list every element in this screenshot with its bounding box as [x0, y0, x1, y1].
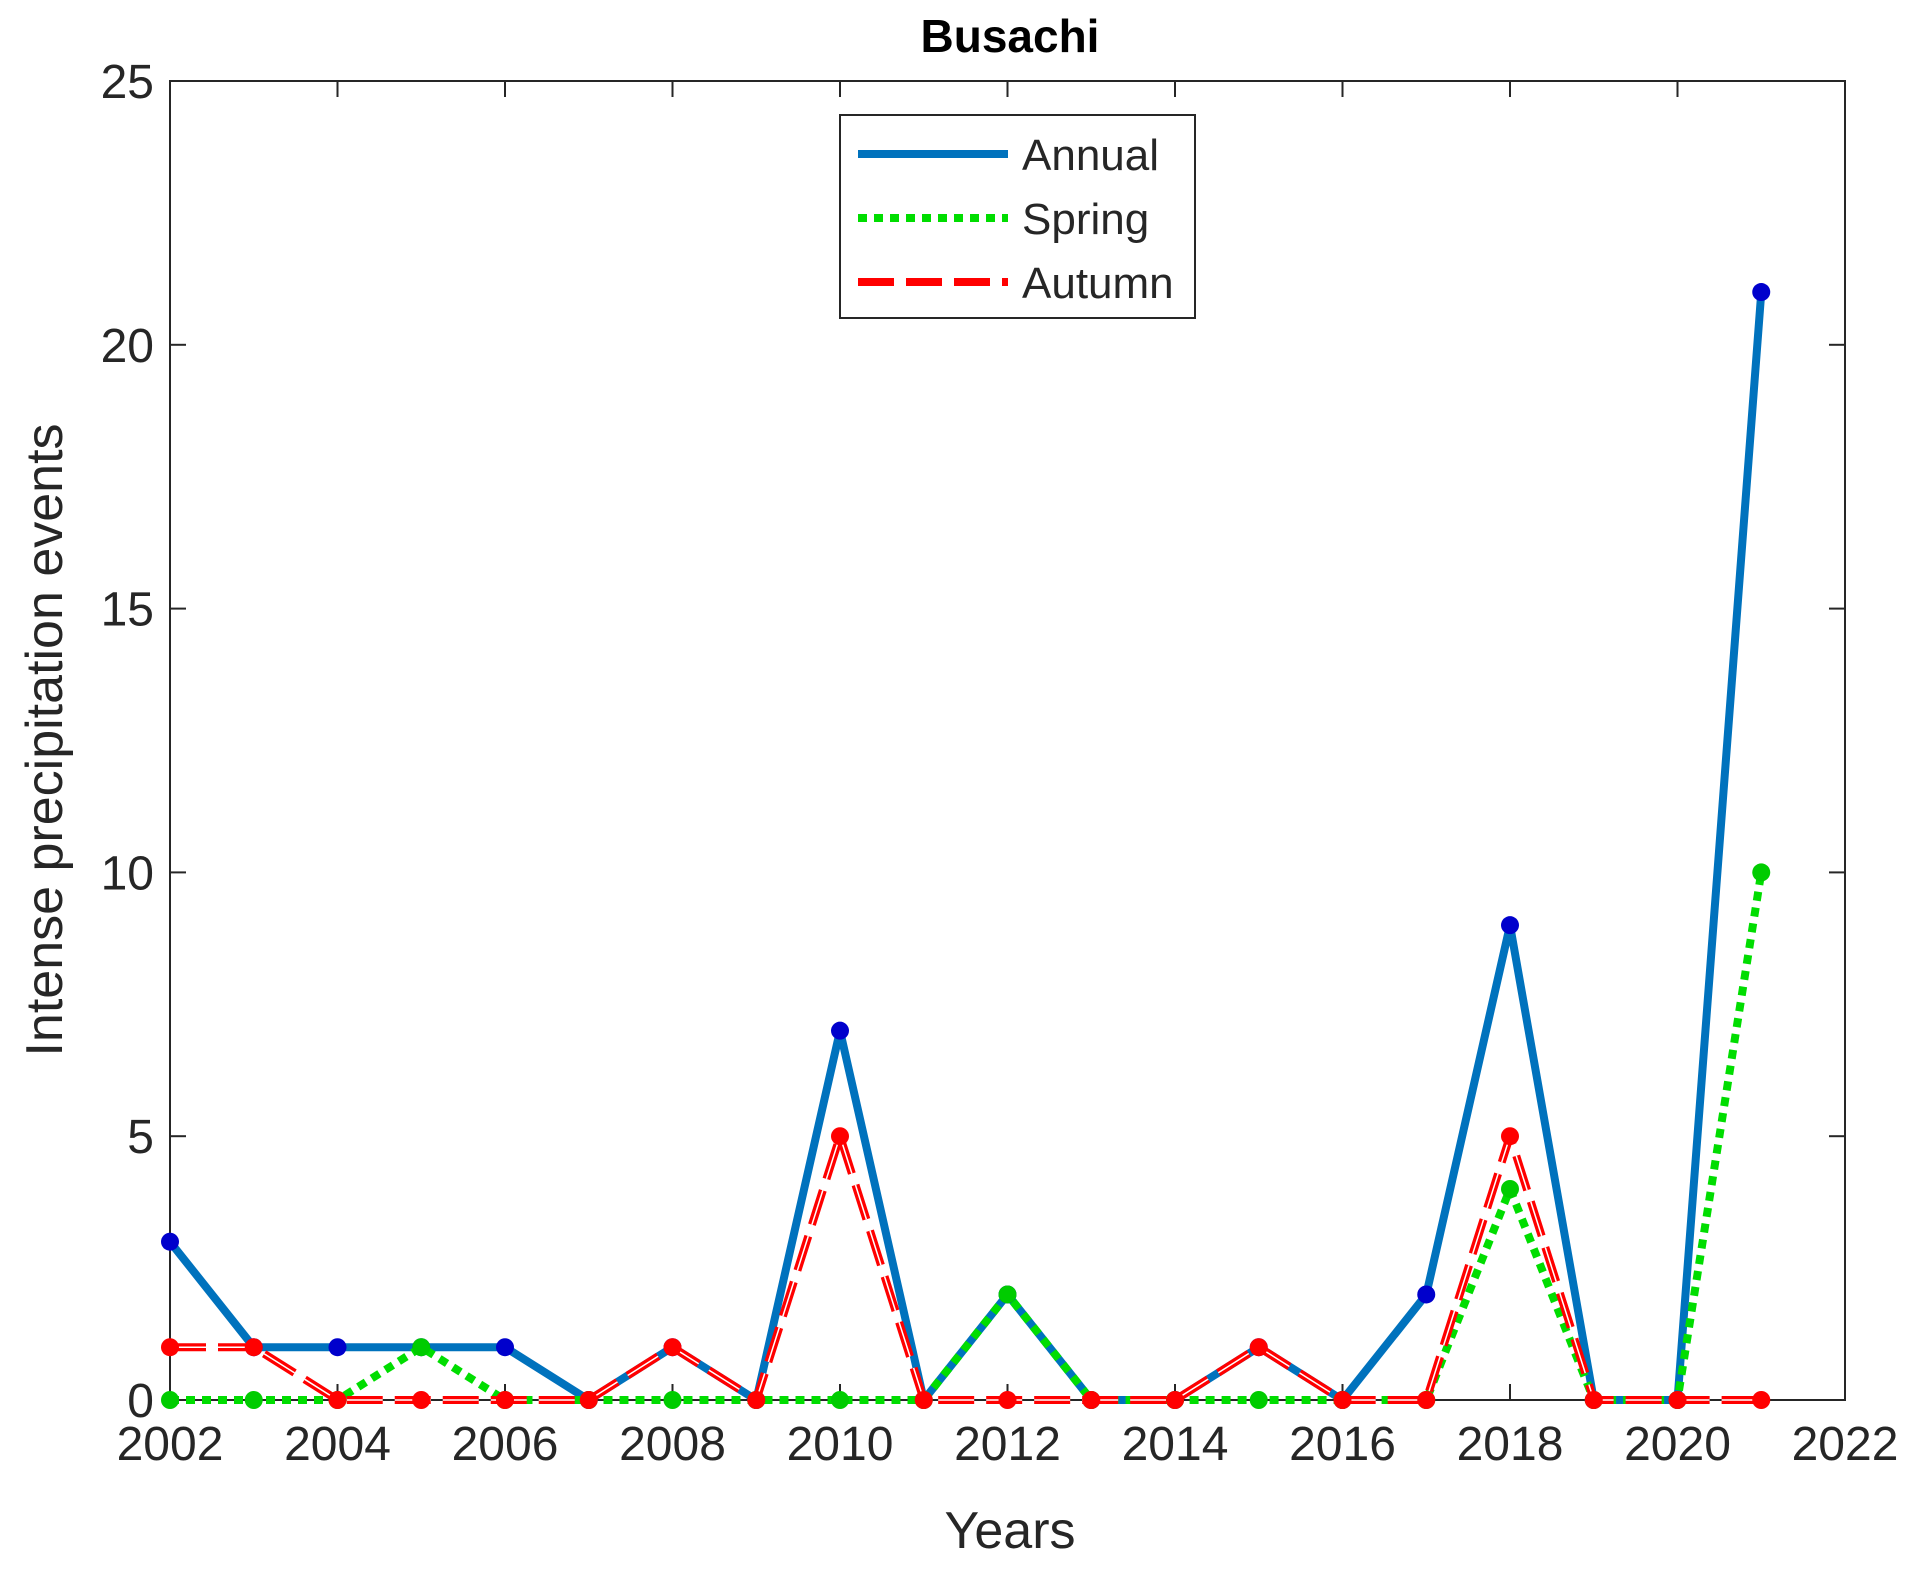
data-point: [663, 1338, 682, 1357]
x-axis: 2002 2004 2006 2008 2010 2012 2014 2016 2018 2020…: [117, 81, 1899, 1471]
data-point: [244, 1391, 263, 1409]
x-tick-label: 2014: [1122, 1418, 1229, 1471]
legend-label: Spring: [1022, 195, 1149, 244]
legend-box: [839, 114, 1196, 319]
y-axis: 0 5 10 15 20 25: [101, 56, 1845, 1428]
x-tick-label: 2012: [954, 1418, 1061, 1471]
y-axis-label: Intense precipitation events: [16, 423, 74, 1056]
legend: Annual Spring Autumn: [839, 114, 1196, 319]
data-point: [1501, 1127, 1519, 1146]
data-point: [1501, 916, 1519, 935]
data-point: [831, 1127, 849, 1146]
data-point: [998, 1391, 1017, 1409]
data-point: [161, 1232, 179, 1251]
data-point: [412, 1391, 431, 1409]
chart-title: Busachi: [921, 10, 1100, 62]
data-point: [1752, 1391, 1771, 1409]
data-point: [496, 1338, 514, 1357]
x-tick-label: 2022: [1792, 1418, 1899, 1471]
y-tick-label: 5: [127, 1111, 154, 1164]
y-tick-label: 0: [127, 1375, 154, 1428]
data-point: [328, 1338, 347, 1357]
legend-label: Autumn: [1022, 259, 1174, 308]
x-tick-label: 2008: [619, 1418, 726, 1471]
x-tick-label: 2004: [284, 1418, 391, 1471]
series-line-spring: [170, 871, 1766, 1404]
x-tick-label: 2002: [117, 1418, 224, 1471]
legend-label: Annual: [1022, 131, 1159, 180]
y-tick-label: 25: [101, 56, 154, 109]
data-point: [1166, 1391, 1184, 1409]
data-point: [663, 1391, 682, 1409]
data-point: [1082, 1391, 1101, 1409]
y-tick-label: 15: [101, 584, 154, 637]
data-point: [831, 1021, 849, 1040]
data-point: [328, 1391, 347, 1409]
data-point: [998, 1285, 1017, 1304]
data-point: [914, 1391, 933, 1409]
data-point: [244, 1338, 263, 1357]
data-point: [1417, 1391, 1436, 1409]
data-point: [412, 1338, 431, 1357]
data-point: [1333, 1391, 1352, 1409]
x-tick-label: 2016: [1289, 1418, 1396, 1471]
data-point: [1501, 1179, 1519, 1198]
data-point: [496, 1391, 514, 1409]
data-point: [1249, 1391, 1268, 1409]
data-point: [831, 1391, 849, 1409]
data-point: [1417, 1285, 1436, 1304]
data-point: [161, 1391, 179, 1409]
data-point: [1249, 1338, 1268, 1357]
data-point: [1752, 863, 1771, 882]
x-tick-label: 2010: [787, 1418, 894, 1471]
x-tick-label: 2006: [452, 1418, 559, 1471]
x-axis-label: Years: [944, 1502, 1075, 1560]
data-point: [161, 1338, 179, 1357]
x-tick-label: 2018: [1457, 1418, 1564, 1471]
y-tick-label: 20: [101, 320, 154, 373]
x-tick-label: 2020: [1624, 1418, 1731, 1471]
data-point: [747, 1391, 766, 1409]
series-line-highlight: [170, 1133, 1762, 1402]
series-autumn: [161, 1127, 1771, 1409]
data-point: [1752, 283, 1771, 302]
data-point: [1668, 1391, 1687, 1409]
data-point: [1584, 1391, 1603, 1409]
data-point: [579, 1391, 598, 1409]
series-layer: [161, 283, 1771, 1409]
y-tick-label: 10: [101, 847, 154, 900]
